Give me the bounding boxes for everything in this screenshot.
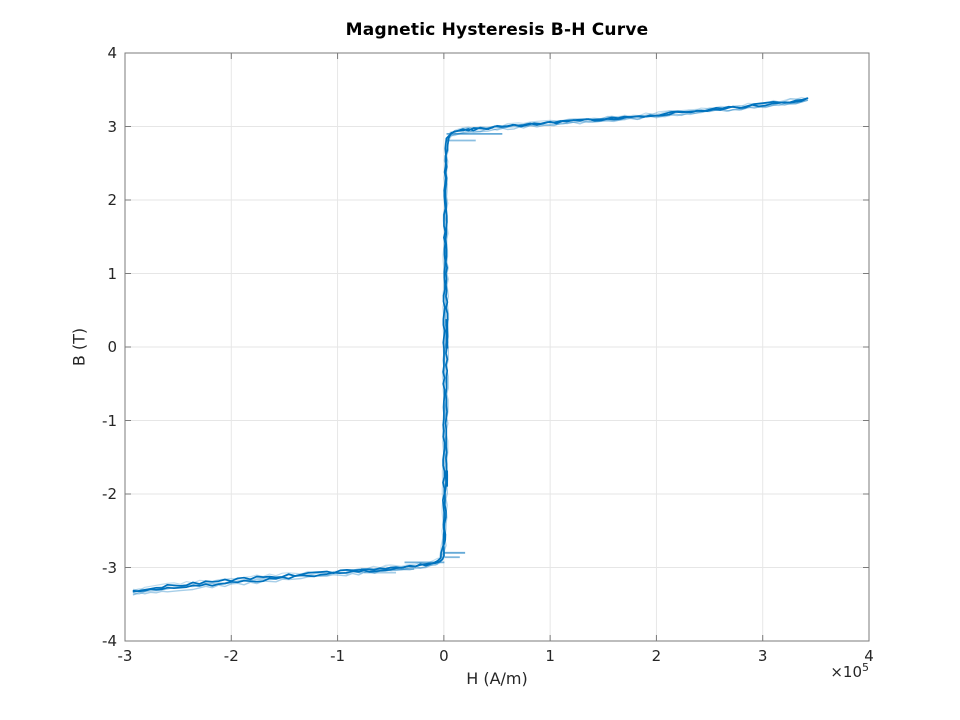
x-axis-exponent-base: ×10 bbox=[830, 663, 862, 681]
hysteresis-curve-descending-branch bbox=[132, 97, 809, 593]
y-tick-label: 0 bbox=[107, 338, 117, 356]
x-tick-label: 4 bbox=[864, 647, 874, 665]
y-tick-label: 3 bbox=[107, 117, 117, 136]
y-tick-label: -2 bbox=[102, 485, 117, 503]
x-tick-label: 2 bbox=[651, 647, 662, 665]
x-tick-label: -2 bbox=[223, 647, 239, 665]
x-axis-exponent-power: 5 bbox=[862, 661, 869, 674]
y-tick-label: -3 bbox=[102, 558, 117, 577]
y-tick-label: 4 bbox=[107, 44, 117, 62]
y-tick-label: -4 bbox=[102, 632, 117, 650]
y-tick-label: 1 bbox=[107, 264, 117, 283]
hysteresis-curve-ascending-branch bbox=[132, 97, 809, 593]
x-tick-label: 1 bbox=[545, 647, 555, 665]
hysteresis-curve-descending-branch-ghost bbox=[132, 97, 809, 591]
hysteresis-curve-descending-branch-ghost bbox=[132, 99, 809, 595]
x-tick-label: -1 bbox=[330, 647, 346, 665]
x-axis-label: H (A/m) bbox=[466, 669, 528, 688]
plot-title: Magnetic Hysteresis B-H Curve bbox=[345, 20, 649, 40]
y-tick-label: 2 bbox=[107, 191, 117, 209]
x-tick-label: 0 bbox=[439, 647, 449, 665]
hysteresis-curve-ascending-branch-ghost bbox=[132, 99, 809, 596]
x-tick-label: -3 bbox=[117, 647, 133, 665]
y-tick-label: -1 bbox=[102, 411, 117, 430]
x-axis-exponent: ×105 bbox=[789, 661, 869, 681]
x-tick-label: 3 bbox=[757, 647, 768, 665]
hysteresis-curve-ascending-branch-ghost bbox=[132, 96, 809, 591]
